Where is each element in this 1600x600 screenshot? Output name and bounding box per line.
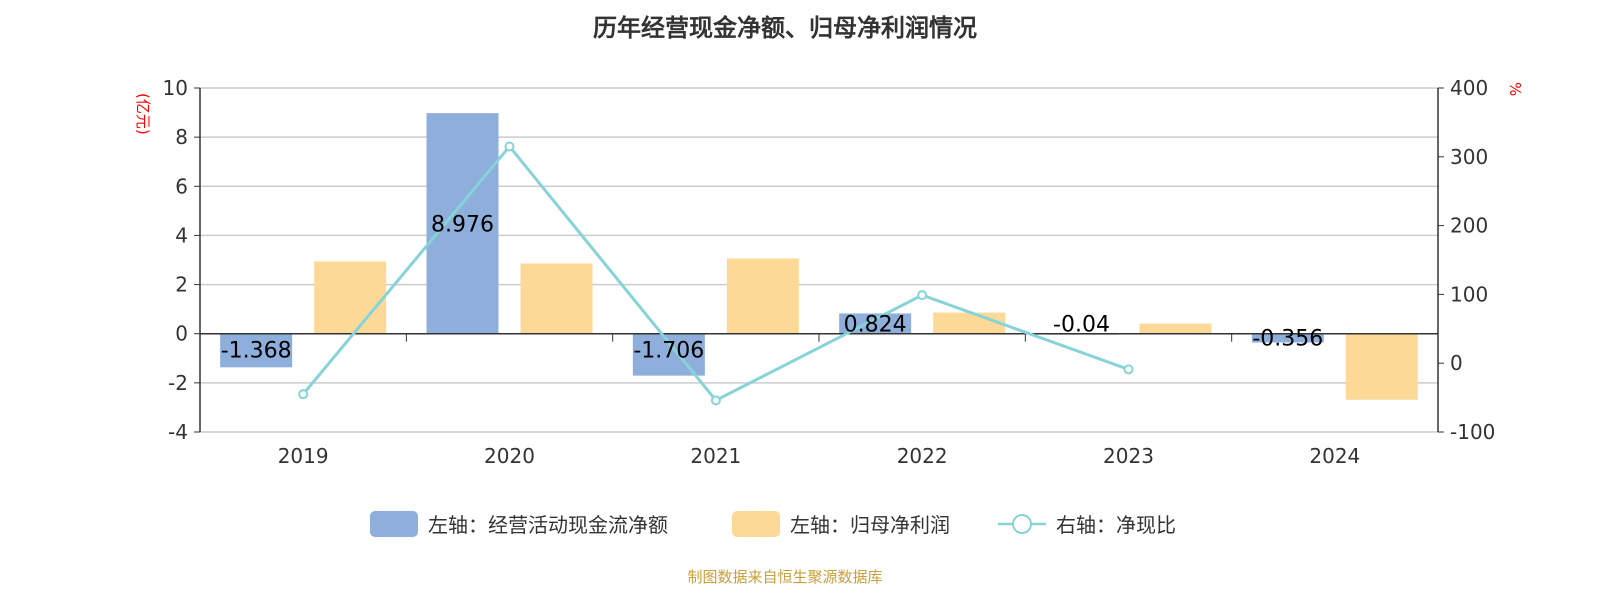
x-tick-label: 2019 xyxy=(278,444,329,468)
cash-flow-data-label: 0.824 xyxy=(844,313,907,338)
right-axis-label: % xyxy=(1506,82,1524,96)
right-tick-label: -100 xyxy=(1450,420,1495,444)
legend-label: 左轴：归母净利润 xyxy=(790,513,950,537)
right-tick-label: 100 xyxy=(1450,282,1488,306)
cash-flow-bar xyxy=(426,113,499,334)
ratio-point xyxy=(917,290,928,301)
ratio-point xyxy=(504,141,515,152)
right-tick-label: 400 xyxy=(1450,76,1488,100)
cash-flow-bar xyxy=(220,333,293,368)
left-axis-label: (亿元) xyxy=(134,93,152,135)
left-tick-label: 10 xyxy=(163,76,188,100)
x-tick-label: 2024 xyxy=(1309,444,1360,468)
cash-flow-bar xyxy=(1251,333,1324,343)
x-tick-label: 2021 xyxy=(690,444,741,468)
ratio-point xyxy=(298,389,309,400)
legend-swatch-cash-flow xyxy=(370,511,418,537)
left-tick-label: 0 xyxy=(175,322,188,346)
net-profit-bar xyxy=(314,261,387,334)
cash-flow-data-label: 8.976 xyxy=(431,212,494,237)
cash-flow-data-label: -1.706 xyxy=(633,339,704,364)
net-profit-bar xyxy=(726,258,799,334)
legend-label: 左轴：经营活动现金流净额 xyxy=(428,513,668,537)
cash-flow-data-label: -0.356 xyxy=(1252,327,1323,352)
ratio-point xyxy=(710,395,721,406)
net-profit-bar xyxy=(520,263,593,334)
legend-label: 右轴：净现比 xyxy=(1056,513,1176,537)
cash-flow-data-label: -1.368 xyxy=(221,339,292,364)
x-tick-label: 2023 xyxy=(1103,444,1154,468)
left-tick-label: -4 xyxy=(168,420,188,444)
left-tick-label: 2 xyxy=(175,273,188,297)
chart-title: 历年经营现金净额、归母净利润情况 xyxy=(593,14,977,42)
source-note: 制图数据来自恒生聚源数据库 xyxy=(687,568,883,586)
left-tick-label: -2 xyxy=(168,371,188,395)
left-tick-label: 8 xyxy=(175,125,188,149)
right-tick-label: 300 xyxy=(1450,145,1488,169)
left-tick-label: 6 xyxy=(175,174,188,198)
legend-swatch-net-profit xyxy=(732,511,780,537)
right-tick-label: 0 xyxy=(1450,351,1463,375)
legend-swatch-ratio-marker xyxy=(1012,514,1032,534)
right-tick-label: 200 xyxy=(1450,214,1488,238)
x-tick-label: 2022 xyxy=(897,444,948,468)
ratio-point xyxy=(1123,364,1134,375)
left-tick-label: 4 xyxy=(175,223,188,247)
x-tick-label: 2020 xyxy=(484,444,535,468)
net-profit-bar xyxy=(1345,333,1418,400)
net-profit-bar xyxy=(1139,323,1212,334)
net-profit-bar xyxy=(933,312,1006,334)
cash-flow-data-label: -0.04 xyxy=(1053,313,1110,338)
